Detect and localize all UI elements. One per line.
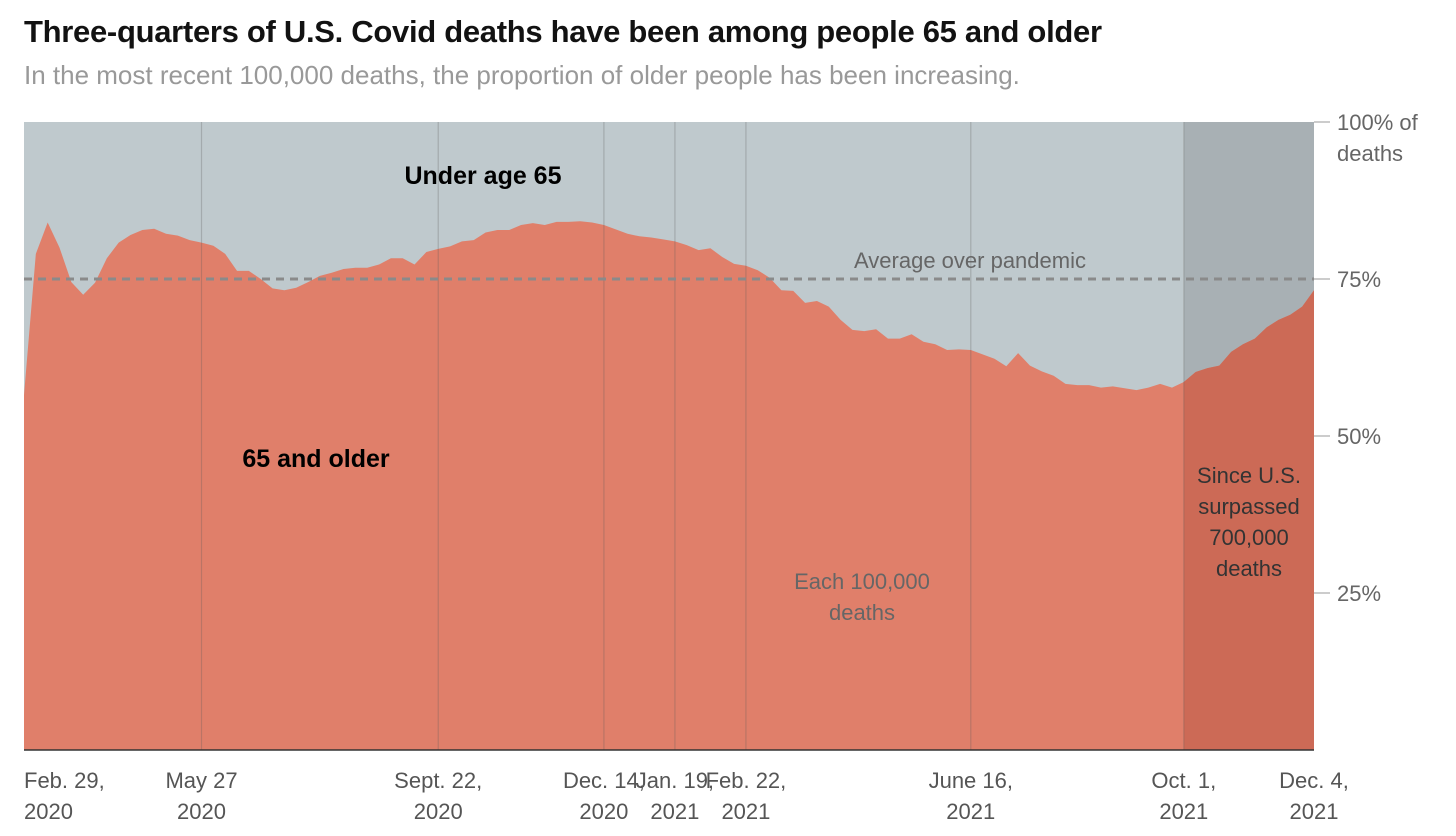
x-tick-label: Feb. 29, 2020 bbox=[24, 768, 105, 824]
x-tick-label: Jan. 19, 2021 bbox=[635, 768, 715, 824]
x-tick-label: Oct. 1, 2021 bbox=[1151, 768, 1217, 824]
x-tick-label: Feb. 22, 2021 bbox=[705, 768, 787, 824]
area bbox=[24, 221, 1314, 750]
x-tick-label: June 16, 2021 bbox=[928, 768, 1013, 824]
x-tick-label: Dec. 14, 2020 bbox=[562, 768, 645, 824]
y-tick-label: 100% of deaths bbox=[1337, 110, 1418, 166]
y-tick-label: 50% bbox=[1337, 424, 1382, 449]
x-tick-label: May 27 2020 bbox=[165, 768, 238, 824]
region-label: Under age 65 bbox=[404, 162, 562, 190]
chart-title: Three-quarters of U.S. Covid deaths have… bbox=[24, 14, 1102, 49]
x-tick-label: Dec. 4, 2021 bbox=[1279, 768, 1349, 824]
average-label: Average over pandemic bbox=[854, 248, 1086, 273]
y-tick-label: 25% bbox=[1337, 581, 1382, 606]
highlight-label: Since U.S. surpassed 700,000 deaths bbox=[1197, 463, 1301, 581]
interval-label: Each 100,000 deaths bbox=[794, 569, 930, 625]
x-tick-label: Sept. 22, 2020 bbox=[394, 768, 483, 824]
area-highlight bbox=[1183, 290, 1314, 750]
y-tick-label: 75% bbox=[1337, 267, 1382, 292]
region-label: 65 and older bbox=[242, 445, 390, 473]
chart-subtitle: In the most recent 100,000 deaths, the p… bbox=[24, 60, 1020, 90]
